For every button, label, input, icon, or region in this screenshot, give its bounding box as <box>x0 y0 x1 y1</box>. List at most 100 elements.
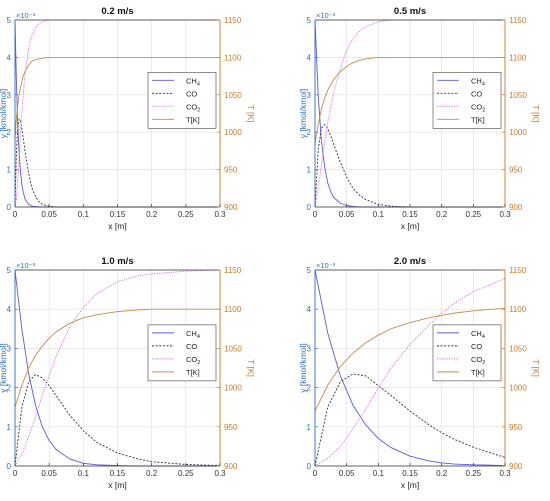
y2-tick-label: 900 <box>509 462 523 471</box>
y-tick-label: 5 <box>7 16 12 25</box>
chart-panel-4: 0 0.05 0.1 0.15 0.2 0.25 0.3 0 1 2 3 4 5 900 950 1000 10… <box>298 256 541 490</box>
x-axis-label: x [m] <box>108 221 126 231</box>
x-tick-label: 0.3 <box>499 469 511 478</box>
x-tick-label: 0.25 <box>466 210 482 219</box>
x-tick-label: 0.05 <box>41 469 57 478</box>
y-tick-label: 5 <box>7 266 12 275</box>
x-tick-label: 0.1 <box>78 210 90 219</box>
series-line-co2 <box>14 19 220 208</box>
x-axis-label: x [m] <box>401 221 419 231</box>
y-axis-label: y [kmol/kmol] <box>0 343 8 393</box>
x-axis-label: x [m] <box>401 480 419 490</box>
y-tick-label: 0 <box>7 462 12 471</box>
y2-axis-label: T [K] <box>246 359 256 377</box>
y-tick-label: 3 <box>307 91 312 100</box>
x-axis-label: x [m] <box>108 480 126 490</box>
y-tick-label: 1 <box>7 423 12 432</box>
x-tick-label: 0 <box>13 469 18 478</box>
x-tick-label: 0.25 <box>466 469 482 478</box>
y-tick-label: 4 <box>307 53 312 62</box>
y2-tick-label: 1000 <box>224 128 242 137</box>
chart-title: 2.0 m/s <box>394 256 426 267</box>
y2-tick-label: 1050 <box>509 344 527 353</box>
y-axis-label: y [kmol/kmol] <box>298 89 308 139</box>
legend-label: CO2 <box>471 102 485 113</box>
x-tick-label: 0.15 <box>110 210 126 219</box>
series-line-tk <box>314 56 505 144</box>
y-tick-label: 0 <box>307 203 312 212</box>
y-tick-label: 2 <box>307 128 312 137</box>
legend-label: CO2 <box>186 102 200 113</box>
y-tick-label: 4 <box>7 53 12 62</box>
x-tick-label: 0.2 <box>436 469 448 478</box>
series-line-tk <box>14 308 220 408</box>
y-tick-label: 5 <box>307 16 312 25</box>
chart-title: 1.0 m/s <box>101 256 133 267</box>
y-tick-label: 2 <box>7 128 12 137</box>
legend-label: T[K] <box>186 115 200 124</box>
x-tick-label: 0.05 <box>41 210 57 219</box>
y2-tick-label: 900 <box>224 462 238 471</box>
y2-tick-label: 900 <box>509 203 523 212</box>
y-tick-label: 3 <box>307 344 312 353</box>
y2-tick-label: 1000 <box>509 384 527 393</box>
y2-tick-label: 1000 <box>509 128 527 137</box>
y-tick-label: 1 <box>307 166 312 175</box>
legend-label: CO <box>186 89 197 98</box>
legend-label: T[K] <box>186 368 200 377</box>
y2-axis-label: T [K] <box>246 105 256 123</box>
series-line-co2 <box>314 19 505 208</box>
x-tick-label: 0.2 <box>436 210 448 219</box>
chart-title: 0.5 m/s <box>394 6 426 17</box>
x-tick-label: 0 <box>13 210 18 219</box>
y2-tick-label: 1100 <box>224 53 242 62</box>
series-line-co <box>314 373 506 467</box>
x-tick-label: 0.25 <box>178 210 194 219</box>
chart-panel-2: 0 0.05 0.1 0.15 0.2 0.25 0.3 0 1 2 3 4 5 900 950 1000 10… <box>298 6 541 231</box>
legend-label: CO2 <box>186 355 200 366</box>
legend-label: CH4 <box>186 76 200 87</box>
legend-label: CO <box>471 89 482 98</box>
x-tick-label: 0.1 <box>373 469 385 478</box>
x-tick-label: 0.15 <box>110 469 126 478</box>
chart-panel-1: 0 0.05 0.1 0.15 0.2 0.25 0.3 0 1 2 3 4 5 900 950 1000 10… <box>0 6 256 231</box>
y-tick-label: 0 <box>307 462 312 471</box>
series-line-co2 <box>14 269 221 467</box>
y-tick-label: 4 <box>7 305 12 314</box>
y-tick-label: 1 <box>7 166 12 175</box>
x-tick-label: 0.3 <box>499 210 511 219</box>
series-line-tk <box>314 307 506 412</box>
legend-label: CH4 <box>186 329 200 340</box>
y-tick-label: 3 <box>7 344 12 353</box>
x-tick-label: 0.1 <box>373 210 385 219</box>
y2-tick-label: 1100 <box>509 305 527 314</box>
y-axis-label: y [kmol/kmol] <box>0 89 8 139</box>
y2-tick-label: 1150 <box>224 16 242 25</box>
exponent-label: ×10⁻³ <box>16 261 36 270</box>
exponent-label: ×10⁻³ <box>316 11 336 20</box>
y-axis-label: y [kmol/kmol] <box>298 343 308 393</box>
x-tick-label: 0 <box>313 469 318 478</box>
y2-tick-label: 1050 <box>509 91 527 100</box>
y2-axis-label: T [K] <box>531 359 541 377</box>
exponent-label: ×10⁻³ <box>16 11 36 20</box>
y2-tick-label: 1050 <box>224 344 242 353</box>
y-tick-label: 0 <box>7 203 12 212</box>
y2-tick-label: 950 <box>509 423 523 432</box>
x-tick-label: 0.3 <box>214 210 226 219</box>
legend-label: T[K] <box>471 368 485 377</box>
x-tick-label: 0.05 <box>339 469 355 478</box>
legend-label: CO2 <box>471 355 485 366</box>
y2-tick-label: 1150 <box>224 266 242 275</box>
x-tick-label: 0 <box>313 210 318 219</box>
y2-tick-label: 1150 <box>509 266 527 275</box>
y-tick-label: 3 <box>7 91 12 100</box>
legend-label: CO <box>471 342 482 351</box>
y2-tick-label: 1050 <box>224 91 242 100</box>
chart-title: 0.2 m/s <box>101 6 133 17</box>
y2-tick-label: 1100 <box>509 53 527 62</box>
x-tick-label: 0.3 <box>214 469 226 478</box>
y2-axis-label: T [K] <box>531 105 541 123</box>
y-tick-label: 1 <box>307 423 312 432</box>
